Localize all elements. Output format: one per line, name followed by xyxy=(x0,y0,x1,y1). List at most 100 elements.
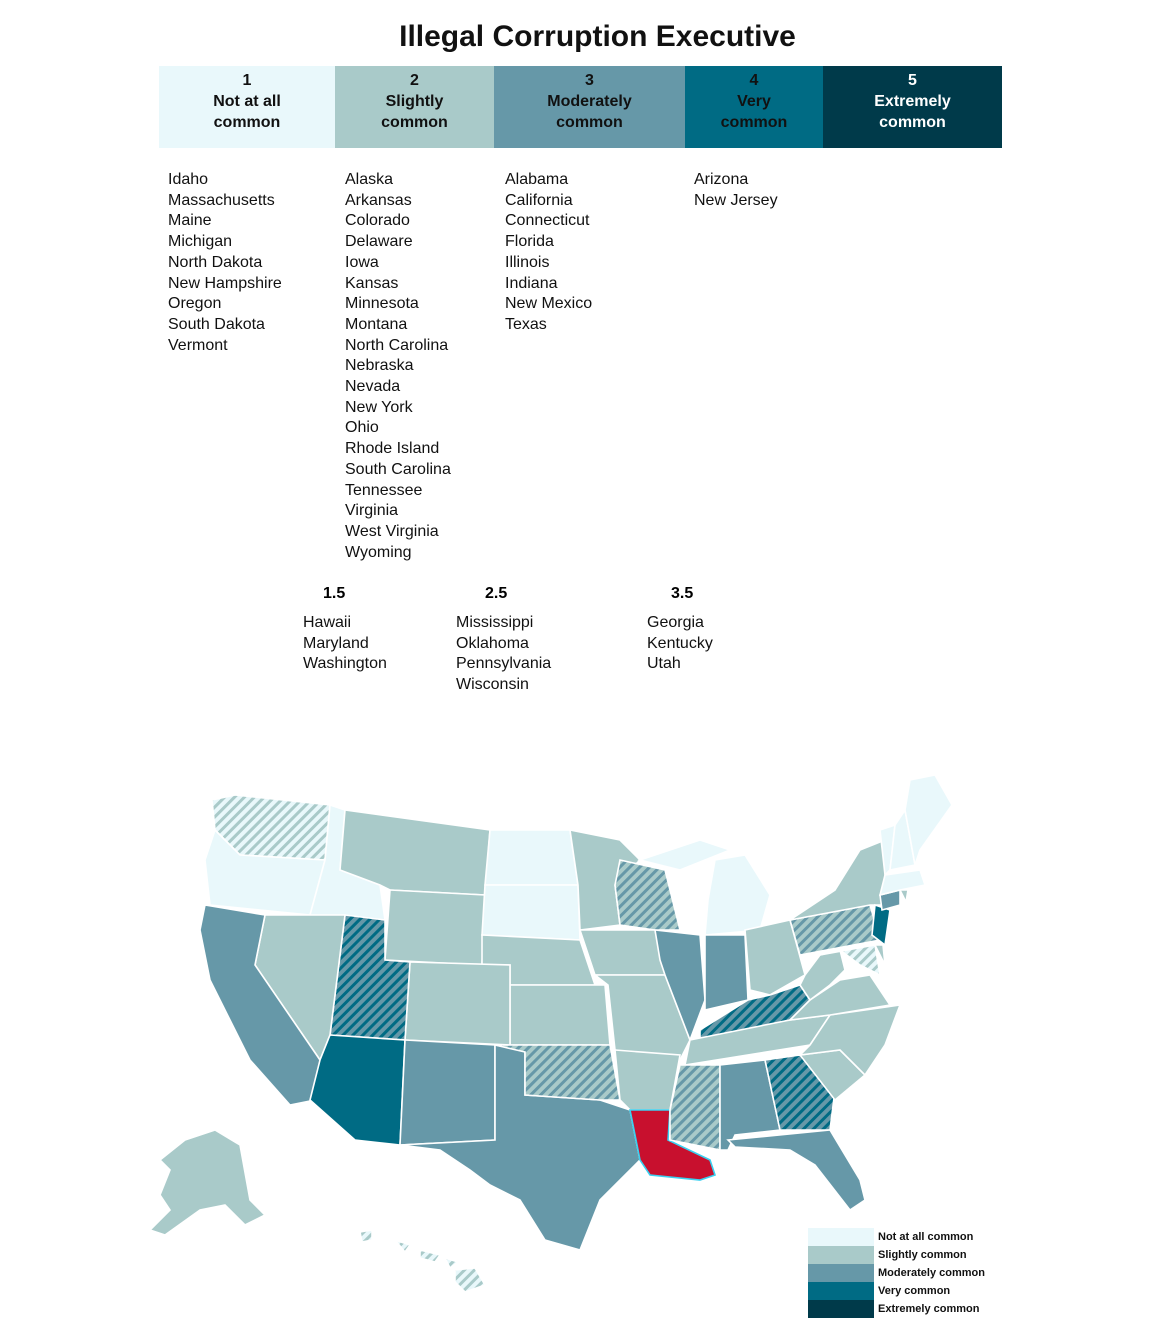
category-line1: Slightly xyxy=(385,93,444,110)
state-name: Indiana xyxy=(505,274,558,292)
state-name: New York xyxy=(345,398,413,416)
state-MS xyxy=(669,1064,721,1151)
state-CO xyxy=(404,961,511,1046)
legend-swatch xyxy=(808,1246,874,1264)
state-name: Maryland xyxy=(303,634,369,652)
category-line1: Moderately xyxy=(547,93,632,110)
state-name: California xyxy=(505,191,573,209)
chart-title: Illegal Corruption Executive xyxy=(399,20,796,53)
state-name: Minnesota xyxy=(345,295,419,313)
legend-swatch xyxy=(808,1264,874,1282)
state-name: North Carolina xyxy=(345,336,449,354)
state-name: Massachusetts xyxy=(168,191,275,209)
state-IA xyxy=(578,929,666,976)
category-line2: common xyxy=(879,114,946,131)
state-HI xyxy=(443,1256,460,1270)
state-IN xyxy=(704,934,749,1012)
state-name: Nebraska xyxy=(345,357,414,375)
state-OK xyxy=(494,1044,621,1101)
category-num: 3 xyxy=(585,72,594,89)
half-category-header: 1.5 xyxy=(323,585,346,602)
state-name: Georgia xyxy=(647,614,704,631)
legend-swatch xyxy=(808,1300,874,1318)
category-header-3: 3 Moderately common xyxy=(494,66,685,148)
half-category-header: 2.5 xyxy=(485,585,508,602)
state-ND xyxy=(484,829,579,886)
state-name: Michigan xyxy=(168,233,233,251)
state-name: Wyoming xyxy=(345,543,412,561)
state-MD xyxy=(819,944,882,977)
state-DE xyxy=(873,944,886,966)
state-HI xyxy=(454,1267,487,1293)
state-list-4: Arizona New Jersey xyxy=(694,170,778,211)
legend-swatch xyxy=(808,1282,874,1300)
state-list-1.5: Hawaii Maryland Washington xyxy=(303,613,387,675)
state-MI xyxy=(704,854,771,936)
state-name: Arizona xyxy=(694,171,749,188)
state-name: Vermont xyxy=(168,336,228,354)
state-MI xyxy=(637,839,733,871)
category-num: 1 xyxy=(242,72,252,89)
state-name: Delaware xyxy=(345,233,413,251)
state-HI xyxy=(359,1229,373,1243)
state-list-1: Idaho Massachusetts Maine Michigan North Dak… xyxy=(168,170,282,356)
state-name: Kentucky xyxy=(647,634,713,652)
state-name: Texas xyxy=(505,315,547,333)
state-ME xyxy=(904,774,953,866)
state-name: Utah xyxy=(647,655,681,673)
state-name: New Jersey xyxy=(694,191,778,209)
state-name: New Mexico xyxy=(505,295,593,313)
state-name: Montana xyxy=(345,315,408,333)
category-line2: common xyxy=(720,114,788,131)
state-name: Oregon xyxy=(168,295,222,313)
legend-label: Not at all common xyxy=(878,1231,974,1243)
state-name: Tennessee xyxy=(345,481,423,499)
state-AK xyxy=(148,1129,267,1236)
state-NM xyxy=(399,1039,496,1146)
category-line1: Extremely xyxy=(874,93,951,110)
category-header-2: 2 Slightly common xyxy=(335,66,494,148)
state-name: New Hampshire xyxy=(168,274,282,292)
category-line1: Not at all xyxy=(213,93,281,110)
state-name: Arkansas xyxy=(345,191,412,209)
state-FL xyxy=(726,1129,866,1212)
state-name: South Carolina xyxy=(345,460,451,478)
state-WY xyxy=(384,889,486,966)
state-name: Nevada xyxy=(345,378,401,396)
state-name: Pennsylvania xyxy=(456,655,552,673)
state-list-3: Alabama California Connecticut Florida Illin… xyxy=(505,170,592,336)
state-name: Wisconsin xyxy=(456,676,529,694)
category-num: 5 xyxy=(908,72,917,89)
state-HI xyxy=(419,1248,442,1263)
legend-label: Slightly common xyxy=(878,1249,967,1261)
category-num: 2 xyxy=(410,72,419,89)
state-AR xyxy=(614,1049,681,1111)
state-name: Alabama xyxy=(505,171,569,188)
category-line2: common xyxy=(213,114,281,131)
state-name: Connecticut xyxy=(505,212,590,230)
state-name: Oklahoma xyxy=(456,634,529,652)
legend-label: Extremely common xyxy=(878,1303,980,1315)
state-name: Ohio xyxy=(345,419,379,437)
state-name: Maine xyxy=(168,212,212,230)
state-OH xyxy=(744,919,806,996)
state-name: North Dakota xyxy=(168,253,263,271)
category-line2: common xyxy=(556,114,623,131)
state-list-2.5: Mississippi Oklahoma Pennsylvania Wisconsin xyxy=(456,613,551,696)
category-line1: Very xyxy=(737,93,771,110)
state-HI xyxy=(392,1238,412,1254)
state-name: Florida xyxy=(505,233,554,251)
state-name: Iowa xyxy=(345,253,379,271)
category-line2: common xyxy=(381,114,448,131)
state-name: Virginia xyxy=(345,502,399,520)
state-CA xyxy=(199,904,321,1106)
state-name: Washington xyxy=(303,655,387,673)
state-name: Mississippi xyxy=(456,614,534,631)
state-name: West Virginia xyxy=(345,522,439,540)
state-RI xyxy=(898,889,909,905)
state-WI xyxy=(614,859,682,931)
legend-label: Moderately common xyxy=(878,1267,985,1279)
legend-label: Very common xyxy=(878,1285,951,1297)
state-MA xyxy=(878,869,927,897)
